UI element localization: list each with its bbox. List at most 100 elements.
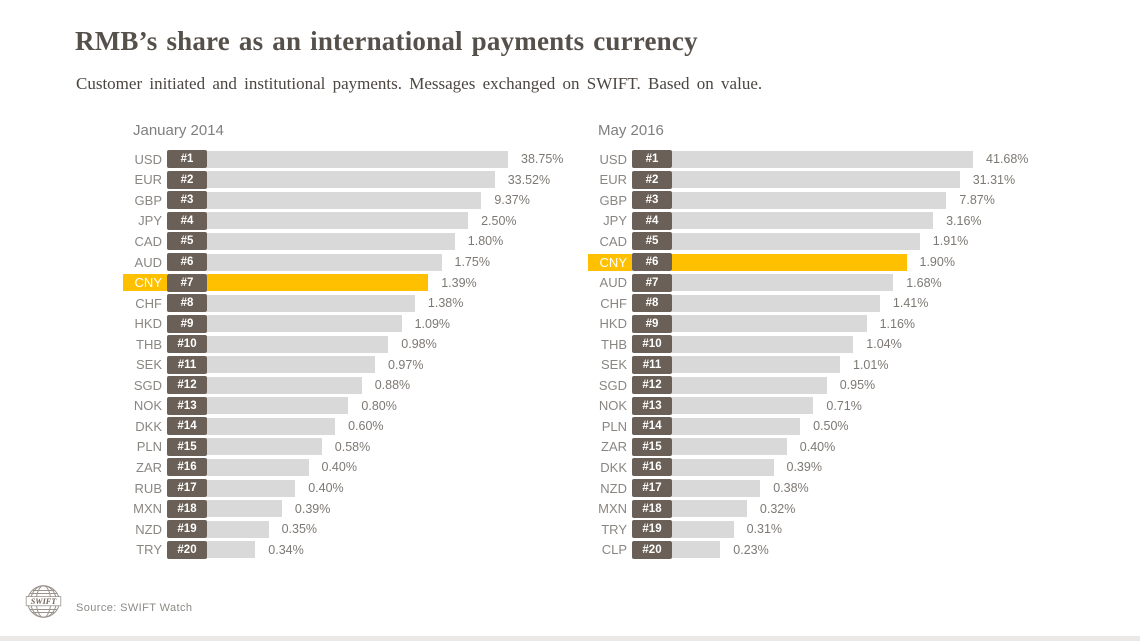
bar-track: 1.09% [207, 315, 593, 333]
rank-badge: #6 [632, 253, 672, 271]
rank-badge: #20 [632, 540, 672, 559]
rank-badge: #4 [167, 211, 207, 230]
share-value-label: 0.80% [361, 398, 397, 413]
bar-track: 0.80% [207, 397, 593, 415]
share-value-label: 1.90% [919, 255, 955, 269]
currency-code-label: NZD [600, 480, 627, 496]
share-value-label: 0.34% [268, 542, 304, 557]
currency-row-aud: AUD #6 1.75% [123, 252, 593, 273]
share-bar [207, 253, 442, 271]
share-bar [672, 520, 734, 538]
share-value-label: 0.39% [294, 501, 331, 516]
share-bar [207, 335, 389, 353]
currency-code-label: CNY [123, 274, 167, 292]
currency-code-label: CAD [134, 233, 162, 249]
currency-row-cad: CAD #5 1.80% [123, 231, 593, 252]
currency-row-nzd: NZD #17 0.38% [588, 478, 1058, 499]
rank-badge: #3 [167, 191, 207, 210]
bar-track: 1.01% [672, 356, 1058, 374]
share-bar [672, 294, 880, 312]
bar-track: 1.68% [672, 274, 1058, 292]
bottom-strip [0, 636, 1140, 641]
bar-chart-january-2014: USD #1 38.75% EUR #2 33.52% GBP #3 9.37% JPY #4 2.5… [123, 149, 593, 560]
currency-code-label: EUR [599, 172, 627, 188]
currency-row-nzd: NZD #19 0.35% [123, 519, 593, 540]
share-value-label: 1.04% [866, 337, 902, 352]
currency-code-label: HKD [599, 316, 627, 332]
share-value-label: 0.23% [733, 542, 769, 557]
bar-track: 1.04% [672, 335, 1058, 353]
rank-badge: #19 [167, 520, 207, 539]
currency-code-label: NOK [133, 398, 162, 414]
share-value-label: 1.91% [932, 234, 969, 249]
currency-row-gbp: GBP #3 7.87% [588, 190, 1058, 211]
share-value-label: 0.40% [799, 439, 836, 454]
bar-track: 0.71% [672, 397, 1058, 415]
currency-row-jpy: JPY #4 2.50% [123, 211, 593, 232]
share-bar [672, 150, 973, 168]
currency-row-jpy: JPY #4 3.16% [588, 211, 1058, 232]
currency-row-sgd: SGD #12 0.95% [588, 375, 1058, 396]
currency-code-label: NOK [598, 398, 627, 414]
rank-badge: #2 [632, 170, 672, 189]
rank-badge: #9 [167, 314, 207, 333]
share-value-label: 0.39% [786, 460, 822, 475]
currency-code-label: THB [136, 336, 162, 352]
currency-code-label: ZAR [136, 459, 162, 475]
bar-track: 0.23% [672, 541, 1058, 559]
share-bar [672, 438, 787, 456]
share-value-label: 0.88% [374, 378, 411, 393]
currency-code-label: GBP [599, 192, 627, 208]
share-value-label: 0.38% [773, 481, 809, 496]
bar-track: 33.52% [207, 171, 593, 189]
share-value-label: 38.75% [521, 152, 564, 167]
share-bar [672, 191, 947, 209]
share-bar [207, 150, 508, 168]
share-bar [672, 232, 920, 250]
bar-track: 1.41% [672, 294, 1058, 312]
currency-code-label: MXN [133, 501, 162, 517]
currency-code-label: THB [601, 336, 627, 352]
currency-code-label: AUD [599, 275, 627, 291]
bar-track: 0.39% [672, 458, 1058, 476]
share-value-label: 0.97% [388, 357, 424, 372]
currency-row-pln: PLN #14 0.50% [588, 416, 1058, 437]
share-bar [207, 294, 415, 312]
bar-track: 0.35% [207, 520, 593, 538]
bar-track: 31.31% [672, 171, 1058, 189]
currency-code-label: DKK [135, 418, 162, 434]
currency-code-label: EUR [134, 172, 162, 188]
currency-row-aud: AUD #7 1.68% [588, 272, 1058, 293]
share-bar [672, 212, 934, 230]
share-value-label: 1.01% [853, 357, 889, 372]
share-value-label: 0.40% [308, 481, 344, 496]
currency-code-label: USD [599, 151, 627, 167]
share-value-label: 31.31% [972, 172, 1016, 187]
currency-row-zar: ZAR #15 0.40% [588, 437, 1058, 458]
bar-track: 1.75% [207, 253, 593, 271]
share-bar [207, 315, 402, 333]
currency-code-label: CLP [601, 542, 627, 558]
share-bar [207, 232, 455, 250]
share-value-label: 9.37% [494, 193, 530, 208]
share-bar [672, 376, 827, 394]
rank-badge: #12 [632, 376, 672, 395]
bar-track: 1.80% [207, 232, 593, 250]
currency-code-label: GBP [134, 192, 162, 208]
rank-badge: #10 [167, 335, 207, 354]
page-subtitle: Customer initiated and institutional pay… [76, 74, 763, 93]
share-value-label: 1.39% [441, 275, 477, 290]
currency-row-dkk: DKK #14 0.60% [123, 416, 593, 437]
share-bar [672, 315, 867, 333]
rank-badge: #16 [167, 458, 207, 477]
currency-row-hkd: HKD #9 1.16% [588, 313, 1058, 334]
share-value-label: 2.50% [481, 213, 517, 228]
swift-logo-text: SWIFT [31, 597, 57, 606]
currency-row-gbp: GBP #3 9.37% [123, 190, 593, 211]
bar-track: 0.95% [672, 376, 1058, 394]
share-bar [672, 500, 747, 518]
currency-row-nok: NOK #13 0.71% [588, 396, 1058, 417]
bar-track: 0.40% [207, 479, 593, 497]
rank-badge: #20 [167, 540, 207, 559]
share-value-label: 0.50% [813, 419, 849, 434]
